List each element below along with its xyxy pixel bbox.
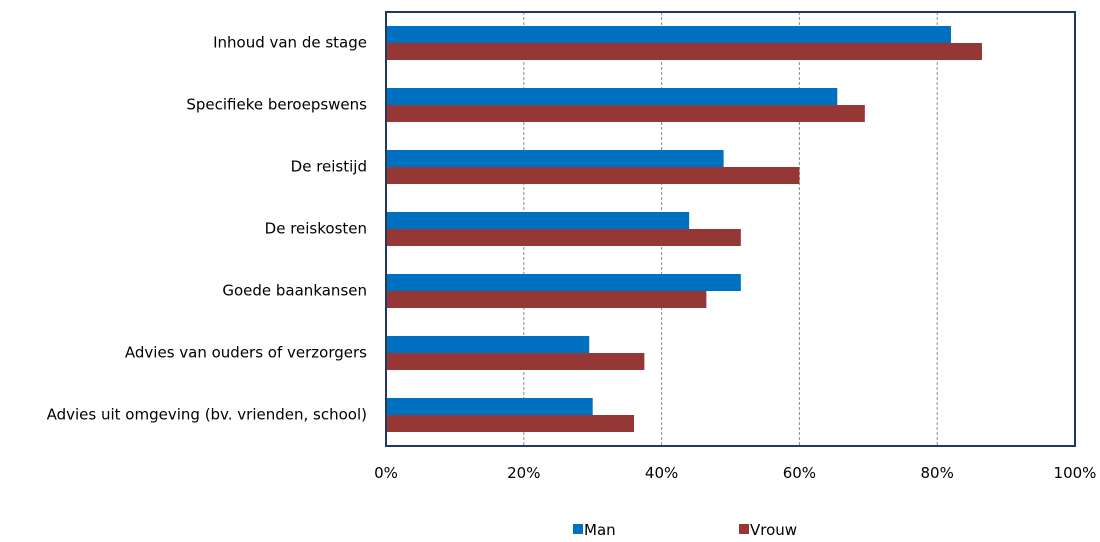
- bar-vrouw: [386, 291, 707, 308]
- x-tick-label: 80%: [921, 464, 954, 482]
- category-label: Advies van ouders of verzorgers: [125, 344, 367, 362]
- legend-label: Vrouw: [750, 521, 797, 538]
- bar-man: [386, 274, 741, 291]
- x-tick-label: 60%: [783, 464, 816, 482]
- bar-man: [386, 212, 690, 229]
- x-tick-label: 0%: [374, 464, 398, 482]
- bar-vrouw: [386, 415, 635, 432]
- x-tick-label: 20%: [507, 464, 540, 482]
- x-tick-label: 40%: [645, 464, 678, 482]
- bar-man: [386, 88, 838, 105]
- category-label: Inhoud van de stage: [213, 34, 367, 52]
- bar-vrouw: [386, 43, 982, 60]
- category-label: Advies uit omgeving (bv. vrienden, schoo…: [47, 406, 367, 424]
- bars: [386, 26, 982, 432]
- bar-man: [386, 336, 590, 353]
- legend-swatch: [573, 524, 583, 534]
- plot-area-frame: [385, 11, 1076, 447]
- bar-vrouw: [386, 105, 865, 122]
- x-tick-label: 100%: [1054, 464, 1097, 482]
- legend-label: Man: [584, 521, 616, 538]
- bar-man: [386, 26, 951, 43]
- bar-man: [386, 150, 724, 167]
- legend-item-man: Man: [573, 521, 616, 539]
- category-labels: Inhoud van de stage Specifieke beroepswen…: [47, 34, 368, 424]
- category-label: Goede baankansen: [222, 282, 367, 300]
- legend: Man Vrouw: [573, 521, 797, 539]
- category-label: De reistijd: [291, 158, 367, 176]
- category-label: De reiskosten: [265, 220, 367, 238]
- bar-man: [386, 398, 593, 415]
- bar-vrouw: [386, 353, 645, 370]
- bar-vrouw: [386, 229, 741, 246]
- category-label: Specifieke beroepswens: [186, 96, 367, 114]
- bar-vrouw: [386, 167, 800, 184]
- legend-item-vrouw: Vrouw: [739, 521, 797, 539]
- legend-swatch: [739, 524, 749, 534]
- x-axis-tick-labels: 0% 20% 40% 60% 80% 100%: [374, 464, 1096, 482]
